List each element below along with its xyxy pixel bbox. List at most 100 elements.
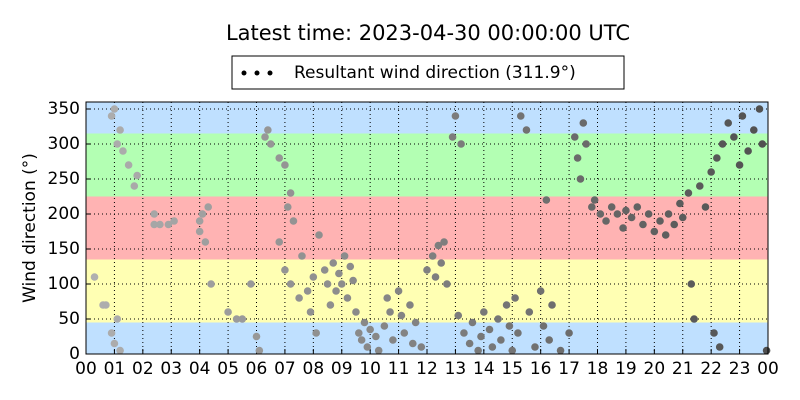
point <box>588 203 596 211</box>
point <box>502 301 511 309</box>
point <box>536 287 545 295</box>
point <box>252 332 261 341</box>
point <box>289 217 298 225</box>
x-tick-label: 09 <box>331 359 353 379</box>
point <box>261 133 269 141</box>
point <box>565 329 573 337</box>
point <box>329 259 338 267</box>
point <box>408 339 417 348</box>
point <box>295 294 303 302</box>
point <box>474 346 482 355</box>
legend-marker <box>254 70 260 76</box>
y-tick-label: 50 <box>58 309 80 329</box>
point <box>133 171 141 180</box>
x-tick-label: 16 <box>530 359 552 379</box>
point <box>309 273 318 281</box>
point <box>749 126 758 134</box>
point <box>516 112 525 120</box>
point <box>639 220 647 229</box>
x-tick-label: 11 <box>388 359 410 379</box>
x-tick-label: 08 <box>303 359 325 379</box>
point <box>531 343 539 351</box>
point <box>107 112 116 120</box>
x-tick-label: 00 <box>75 359 97 379</box>
point <box>724 119 733 127</box>
point <box>238 315 247 323</box>
point <box>696 182 704 190</box>
point <box>678 213 687 222</box>
point <box>323 280 332 288</box>
point <box>337 280 346 288</box>
x-tick-label: 19 <box>615 359 637 379</box>
point <box>417 343 426 351</box>
point <box>320 266 329 274</box>
point <box>443 280 451 288</box>
legend-marker <box>241 70 247 76</box>
point <box>383 294 392 302</box>
point <box>113 315 122 323</box>
point <box>650 227 659 236</box>
point <box>275 238 284 246</box>
point <box>590 196 599 204</box>
point <box>286 189 295 197</box>
point <box>195 217 204 225</box>
point <box>684 189 693 197</box>
point <box>707 168 715 176</box>
legend-marker <box>267 70 273 76</box>
point <box>335 269 343 278</box>
point <box>477 332 485 341</box>
point <box>582 140 590 148</box>
point <box>514 329 522 337</box>
point <box>448 133 457 141</box>
point <box>306 308 315 316</box>
point <box>460 329 468 337</box>
point <box>664 210 673 218</box>
point <box>431 273 440 281</box>
point <box>340 252 349 260</box>
point <box>394 287 403 295</box>
point <box>124 161 133 169</box>
point <box>451 112 460 120</box>
point <box>428 252 437 260</box>
point <box>457 140 465 148</box>
x-tick-label: 23 <box>729 359 751 379</box>
x-tick-label: 14 <box>473 359 495 379</box>
point <box>119 147 127 155</box>
x-tick-label: 02 <box>132 359 154 379</box>
point <box>505 322 514 330</box>
point <box>374 346 383 355</box>
y-tick-label: 150 <box>48 239 80 259</box>
point <box>357 336 366 344</box>
point <box>596 210 605 218</box>
x-tick-label: 15 <box>501 359 523 379</box>
point <box>619 224 627 232</box>
point <box>480 308 488 316</box>
point <box>207 280 215 288</box>
point <box>701 203 710 211</box>
point <box>710 329 718 337</box>
point <box>332 287 340 295</box>
point <box>198 210 207 218</box>
y-axis-label: Wind direction (°) <box>20 153 40 303</box>
point <box>511 294 519 302</box>
point <box>755 105 764 113</box>
point <box>266 140 275 148</box>
point <box>437 259 446 267</box>
point <box>389 336 397 344</box>
point <box>715 343 724 351</box>
point <box>423 266 431 274</box>
point <box>232 315 241 323</box>
x-tick-label: 20 <box>644 359 666 379</box>
legend-label: Resultant wind direction (311.9°) <box>294 63 576 83</box>
x-tick-label: 17 <box>558 359 580 379</box>
point <box>366 325 374 334</box>
point <box>352 308 360 316</box>
band <box>86 102 768 134</box>
point <box>579 119 588 127</box>
x-tick-label: 21 <box>672 359 694 379</box>
point <box>116 126 124 134</box>
point <box>130 182 139 190</box>
x-tick-label: 00 <box>757 359 779 379</box>
point <box>360 318 369 327</box>
point <box>607 203 616 211</box>
